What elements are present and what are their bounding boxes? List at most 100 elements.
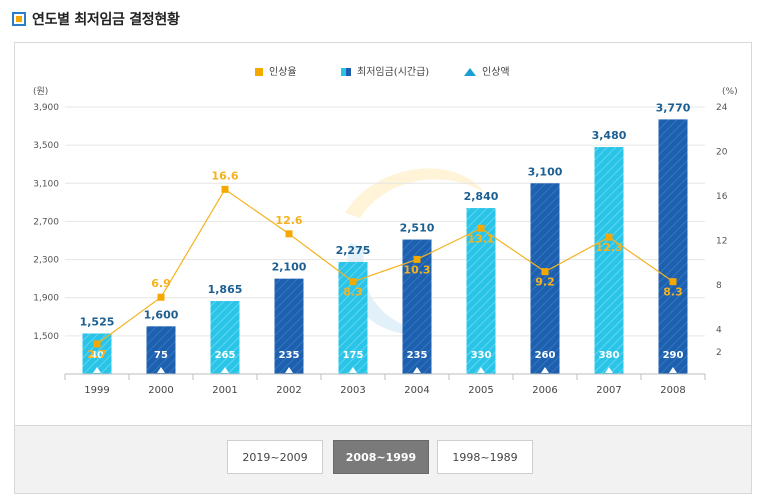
right-axis-unit: (%) [722,87,738,97]
right-tick-label: 4 [716,326,722,336]
rate-point [285,230,293,238]
chart-legend: 인상율 최저임금(시간급) 인상액 [255,65,510,78]
increase-value-label: 265 [215,350,236,361]
wage-value-label: 2,840 [464,190,499,203]
right-tick-label: 16 [716,192,728,202]
wage-bar [530,183,560,374]
rate-point [157,293,165,301]
right-tick-label: 2 [716,348,722,358]
rate-point [349,278,357,286]
wage-value-label: 3,100 [528,165,563,178]
left-axis-unit: (원) [33,86,48,97]
right-tick-label: 24 [716,103,728,113]
rate-polyline [96,188,674,345]
wage-bar [210,301,240,374]
left-tick-label: 1,500 [33,332,59,342]
period-switcher: 2019~2009 2008~1999 1998~1989 [14,426,752,494]
increase-value-label: 75 [154,350,168,361]
chart-panel: 인상율 최저임금(시간급) 인상액 (원) 1,500 1,900 2,300 2,700 3… [14,42,752,426]
wage-value-label: 1,600 [144,308,179,321]
rate-value-label: 6.9 [151,277,171,290]
wage-value-label: 2,510 [400,222,435,235]
wage-value-label: 1,865 [208,283,243,296]
period-button-2008-1999[interactable]: 2008~1999 [333,440,429,474]
left-tick-label: 3,900 [33,103,59,113]
rate-point [477,224,485,232]
increase-value-label: 235 [407,350,428,361]
legend-wage-marker-dark [346,68,351,76]
rate-value-label: 9.2 [535,276,555,289]
left-tick-label: 3,500 [33,141,59,151]
rate-point [93,340,101,348]
rate-value-label: 12.6 [275,214,302,227]
increase-value-label: 260 [535,350,556,361]
wage-bar [658,119,688,375]
rate-value-label: 12.3 [595,241,622,254]
wage-value-label: 3,770 [656,101,691,114]
x-tick-label: 2007 [596,385,621,396]
increase-marker [477,367,485,373]
right-tick-label: 20 [716,148,728,158]
legend-wage-label: 최저임금(시간급) [357,65,429,78]
watermark-swoosh-top [345,168,485,218]
rate-point [669,278,677,286]
legend-increase-label: 인상액 [482,66,510,78]
rate-value-label: 2.7 [87,348,107,361]
title-bar: 연도별 최저임금 결정현황 [12,8,180,30]
watermark-logo [345,168,485,335]
left-tick-label: 2,700 [33,217,59,227]
left-tick-label: 2,300 [33,256,59,266]
x-tick-label: 2003 [340,385,365,396]
legend-increase-marker [464,68,476,76]
wage-bar [466,208,496,374]
wage-value-label: 2,275 [336,244,371,257]
wage-bar [594,147,624,374]
x-tick-label: 2002 [276,385,301,396]
right-tick-label: 8 [716,281,722,291]
rate-point [221,185,229,193]
x-tick-label: 2006 [532,385,557,396]
rate-value-label: 13.1 [467,232,494,245]
increase-marker [221,367,229,373]
increase-marker [349,367,357,373]
increase-marker [605,367,613,373]
increase-value-label: 290 [663,350,684,361]
increase-marker [157,367,165,373]
x-tick-label: 2001 [212,385,237,396]
rate-point [541,268,549,276]
page-title: 연도별 최저임금 결정현황 [32,12,180,28]
rate-point [413,255,421,263]
legend-wage-marker-light [341,68,346,76]
wage-bar [146,326,176,374]
wage-value-label: 1,525 [80,315,115,328]
left-tick-label: 3,100 [33,179,59,189]
period-button-1998-1989[interactable]: 1998~1989 [437,440,533,474]
rate-value-label: 8.3 [663,286,683,299]
increase-marker [541,367,549,373]
wage-value-label: 3,480 [592,129,627,142]
increase-marker [285,367,293,373]
increase-value-label: 380 [599,350,620,361]
left-tick-label: 1,900 [33,294,59,304]
wage-bar [274,278,304,374]
increase-value-label: 330 [471,350,492,361]
legend-rate-marker [255,68,263,76]
rate-value-label: 10.3 [403,263,430,276]
increase-value-label: 175 [343,350,364,361]
rate-line [93,185,677,348]
watermark-swoosh-bottom [346,243,435,335]
wage-value-label: 2,100 [272,261,307,274]
rate-value-label: 16.6 [211,169,238,182]
period-button-2019-2009[interactable]: 2019~2009 [227,440,323,474]
left-axis: (원) 1,500 1,900 2,300 2,700 3,100 3,500 3,900 [33,86,59,342]
increase-value-label: 235 [279,350,300,361]
increase-marker [93,367,101,373]
legend-rate-label: 인상율 [269,66,297,78]
x-tick-label: 2004 [404,385,429,396]
increase-marker [413,367,421,373]
right-tick-label: 12 [716,237,727,247]
title-square-icon [12,12,26,26]
increase-marker [669,367,677,373]
x-tick-label: 2008 [660,385,685,396]
